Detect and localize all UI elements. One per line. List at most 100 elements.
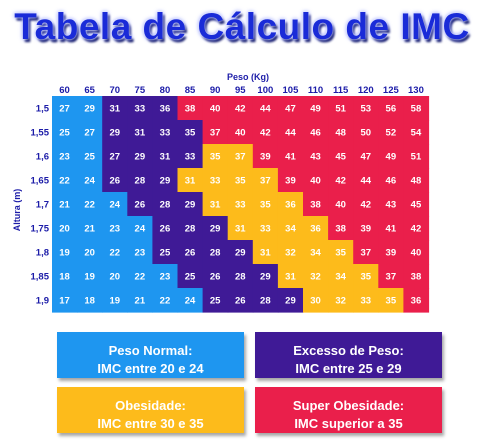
cell-value-label: 38 [411,272,422,283]
cell-value-label: 42 [335,176,346,187]
x-tick-label: 100 [257,85,273,96]
heatmap-cell [77,96,103,121]
cell-value-label: 33 [210,176,221,187]
cell-group [52,96,430,313]
heatmap-cell [353,264,379,289]
x-tick-label: 70 [109,85,120,96]
legend-item-range: IMC entre 20 e 24 [97,361,204,376]
x-tick-label: 130 [408,85,424,96]
heatmap-cell [328,192,354,217]
cell-value-label: 26 [135,200,146,211]
cell-value-label: 23 [109,224,120,235]
heatmap-cell [77,216,103,241]
cell-value-label: 29 [185,200,196,211]
legend-item-range: IMC entre 25 e 29 [295,361,402,376]
cell-value-label: 29 [84,104,95,115]
x-tick-label: 65 [84,85,95,96]
cell-value-label: 35 [386,296,397,307]
cell-value-label: 22 [59,176,70,187]
heatmap-cell [328,264,354,289]
heatmap-cell [227,288,254,313]
cell-value-label: 35 [235,176,246,187]
heatmap-cell [202,144,229,169]
heatmap-cell [127,240,153,265]
heatmap-cell [353,216,379,241]
cell-value-label: 30 [310,296,321,307]
cell-value-label: 29 [109,128,120,139]
x-tick-label: 125 [383,85,400,96]
heatmap-cell [152,144,179,169]
cell-value-label: 42 [360,200,371,211]
y-tick-label: 1,65 [31,176,50,187]
heatmap-cell [127,192,153,217]
cell-value-label: 47 [285,104,296,115]
heatmap-cell [152,216,179,241]
heatmap-cell [202,120,229,145]
cell-value-label: 29 [235,248,246,259]
cell-value-label: 33 [360,296,371,307]
heatmap-cell [303,240,329,265]
heatmap-cell [152,264,179,289]
legend-item-name: Super Obesidade: [292,398,405,413]
heatmap-cell [102,168,128,193]
heatmap-cell [252,168,279,193]
heatmap-cell [353,288,379,313]
page-title: Tabela de Cálculo de IMC [14,6,470,47]
heatmap-cell [378,192,404,217]
cell-value-label: 33 [135,104,146,115]
heatmap-cell [177,96,204,121]
cell-value-label: 19 [59,248,70,259]
heatmap-cell [353,168,379,193]
cell-value-label: 36 [310,224,321,235]
cell-value-label: 20 [59,224,70,235]
heatmap-cell [127,120,153,145]
heatmap-cell [303,96,329,121]
cell-value-label: 39 [260,152,271,163]
cell-value-label: 58 [411,104,422,115]
heatmap-cell [77,264,103,289]
y-tick-label: 1,5 [36,104,50,115]
label-group: 60 65 70 75 80 85 90 95 100 105 110 115 120 125 130 1,5… [31,85,424,307]
heatmap-cell [277,168,304,193]
cell-value-label: 31 [185,176,196,187]
heatmap-cell [252,216,279,241]
heatmap-cell [52,264,78,289]
cell-value-label: 41 [386,224,397,235]
cell-value-label: 44 [285,128,296,139]
heatmap-cell [52,168,78,193]
heatmap-cell [77,240,103,265]
heatmap-cell [102,144,128,169]
cell-value-label: 29 [160,176,171,187]
cell-value-label: 31 [109,104,120,115]
cell-value-label: 37 [386,272,397,283]
cell-value-label: 36 [160,104,171,115]
cell-value-label: 56 [386,104,397,115]
cell-value-label: 36 [411,296,422,307]
heatmap-cell [227,240,254,265]
y-tick-label: 1,85 [31,272,50,283]
cell-value-label: 23 [160,272,171,283]
heatmap-cell [403,144,430,169]
x-tick-label: 85 [185,85,196,96]
heatmap-cell [77,144,103,169]
cell-value-label: 26 [109,176,120,187]
cell-value-label: 43 [310,152,321,163]
heatmap-cell [277,120,304,145]
heatmap-cell [177,168,204,193]
cell-value-label: 35 [360,272,371,283]
cell-value-label: 40 [210,104,221,115]
heatmap-cell [127,216,153,241]
heatmap-cell [403,120,430,145]
heatmap-cell [202,168,229,193]
x-tick-label: 90 [210,85,221,96]
heatmap-cell [252,96,279,121]
x-tick-label: 110 [308,85,323,96]
heatmap-cell [202,192,229,217]
cell-value-label: 22 [109,248,120,259]
heatmap-cell [303,216,329,241]
cell-value-label: 21 [135,296,146,307]
heatmap-cell [328,120,354,145]
cell-value-label: 32 [310,272,321,283]
cell-value-label: 54 [411,128,422,139]
heatmap-cell [403,216,430,241]
